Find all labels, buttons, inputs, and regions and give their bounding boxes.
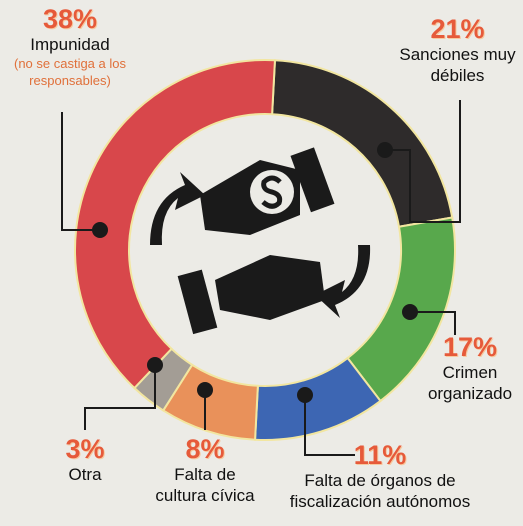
label-group: 11% Falta de órganos de fiscalización au…	[280, 440, 480, 512]
annotation: (no se castiga a los responsables)	[13, 56, 126, 88]
label-group: 38% Impunidad (no se castiga a los respo…	[5, 4, 135, 89]
leader-dot	[402, 304, 418, 320]
dollar-icon	[261, 175, 283, 209]
slices	[74, 59, 456, 441]
value-label: 17%	[442, 332, 498, 362]
leader-dot	[92, 222, 108, 238]
value-label: 21%	[430, 14, 485, 44]
leader-dot	[147, 357, 163, 373]
value-label: 8%	[185, 434, 225, 464]
leader-line	[410, 311, 456, 335]
value-label: 11%	[353, 440, 407, 470]
slice	[74, 59, 276, 390]
center-icon	[150, 147, 371, 335]
cuff-bottom	[177, 269, 218, 335]
leader-line	[84, 365, 156, 430]
category-label: Otra	[68, 465, 102, 484]
leader-dot	[297, 387, 313, 403]
category-label: Impunidad	[30, 35, 110, 54]
leader-dot	[197, 382, 213, 398]
label-group: 17% Crimen organizado	[420, 332, 520, 404]
label-group: 21% Sanciones muy débiles	[395, 14, 520, 86]
leader-dot	[377, 142, 393, 158]
leader-dots	[92, 142, 418, 403]
cuff-top	[290, 147, 335, 213]
leader-line	[304, 395, 355, 456]
leader-line	[61, 112, 100, 231]
value-label: 38%	[42, 4, 98, 34]
label-group: 3% Otra	[55, 434, 115, 485]
category-label: Falta de órganos de fiscalización autóno…	[289, 471, 471, 511]
arrow-right	[315, 245, 371, 318]
value-label: 3%	[65, 434, 105, 464]
leader-line	[385, 100, 461, 223]
category-label: Crimen organizado	[427, 363, 513, 403]
hand-bottom	[215, 255, 325, 320]
label-group: 8% Falta de cultura cívica	[150, 434, 260, 506]
category-label: Falta de cultura cívica	[155, 465, 255, 505]
category-label: Sanciones muy débiles	[399, 45, 516, 85]
leader-lines	[61, 100, 461, 456]
arrow-left	[150, 172, 205, 245]
